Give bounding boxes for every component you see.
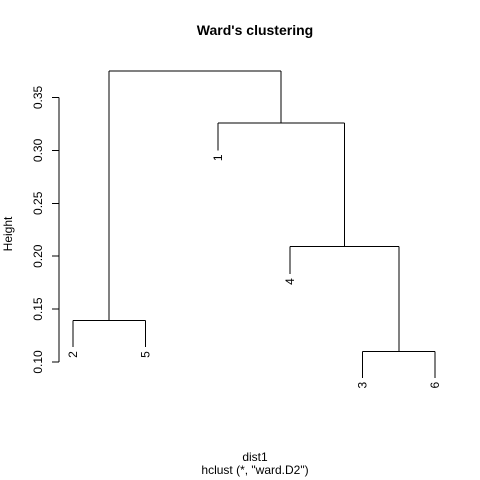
y-tick-label: 0.15: [31, 297, 45, 321]
dendrogram-tree: [72, 70, 436, 378]
leaf-label: 4: [283, 278, 297, 285]
chart-title: Ward's clustering: [197, 22, 313, 38]
x-axis-label: dist1: [242, 450, 268, 464]
y-tick-label: 0.20: [31, 244, 45, 268]
method-sublabel: hclust (*, "ward.D2"): [201, 463, 308, 477]
leaf-label: 3: [356, 382, 370, 389]
leaf-label: 2: [66, 351, 80, 358]
leaf-labels: 2 5 1 4 3 6: [66, 154, 442, 388]
leaf-label: 5: [138, 351, 152, 358]
y-tick-label: 0.25: [31, 191, 45, 215]
y-tick-label: 0.30: [31, 138, 45, 162]
y-axis: 0.10 0.15 0.20 0.25 0.30 0.35: [31, 85, 60, 374]
y-tick-label: 0.35: [31, 85, 45, 109]
leaf-label: 1: [211, 154, 225, 161]
y-axis-label: Height: [1, 216, 15, 251]
leaf-label: 6: [428, 382, 442, 389]
y-tick-label: 0.10: [31, 350, 45, 374]
